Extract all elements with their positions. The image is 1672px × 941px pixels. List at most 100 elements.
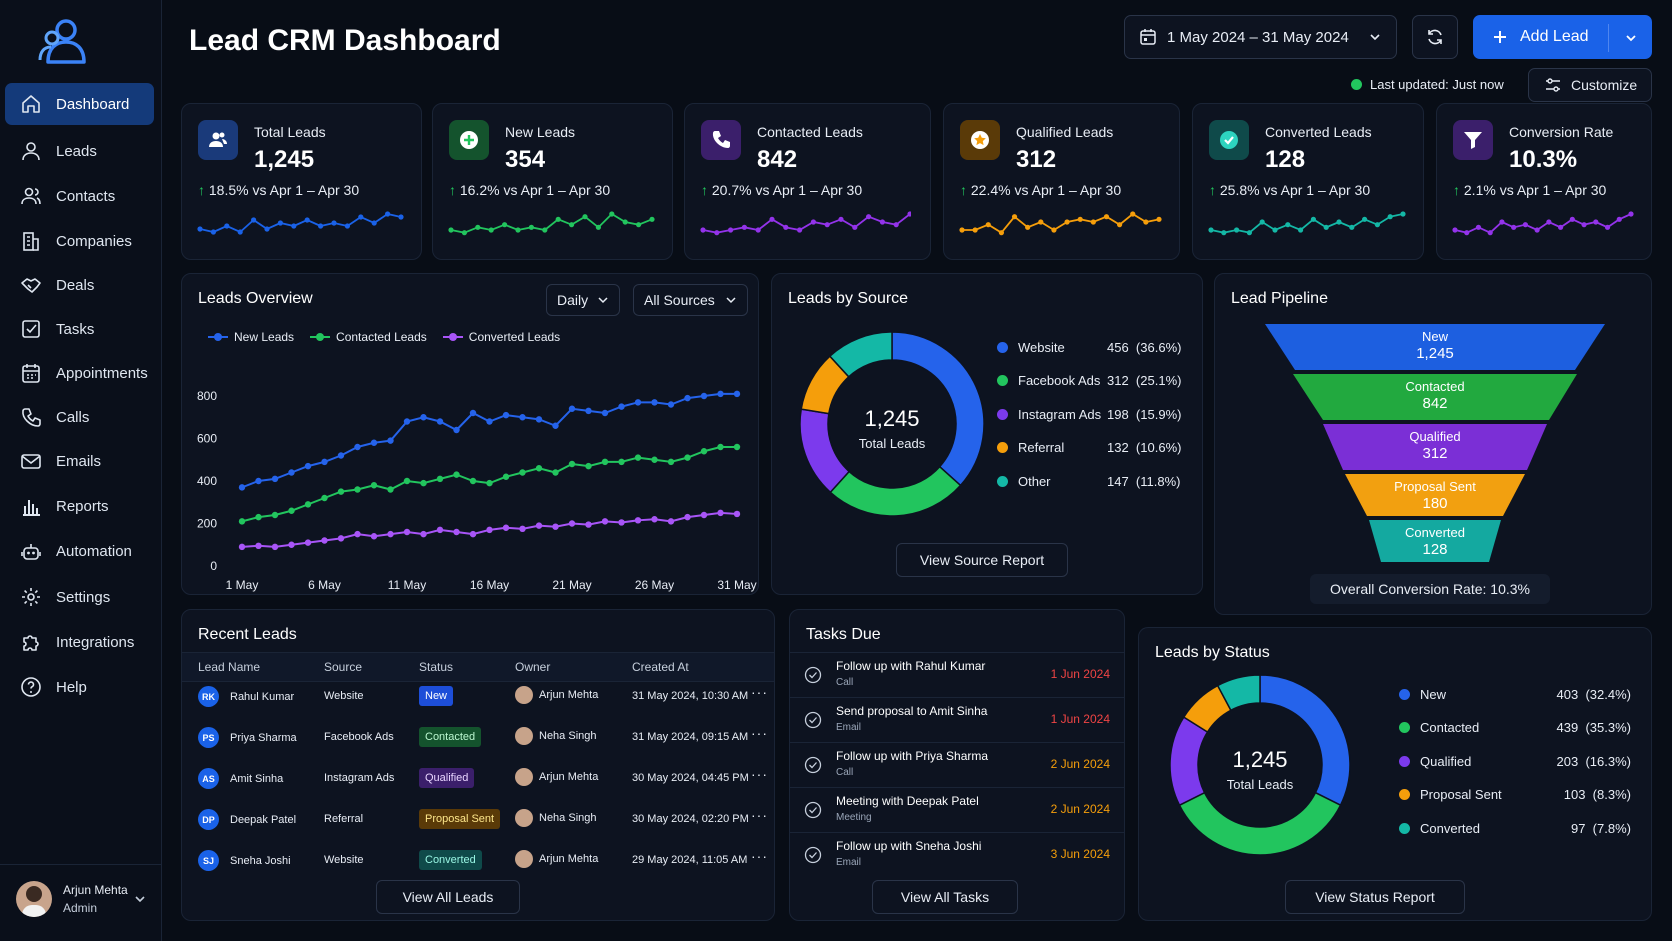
donut-center-value: 1,245 <box>864 406 919 431</box>
user-profile[interactable]: Arjun Mehta Admin <box>0 864 162 941</box>
donut-slice[interactable] <box>1169 716 1209 807</box>
sidebar-item-automation[interactable]: Automation <box>5 530 154 572</box>
lead-name[interactable]: Amit Sinha <box>230 772 284 785</box>
more-options-icon[interactable]: ··· <box>751 725 768 741</box>
legend-item[interactable]: Proposal Sent 103 (8.3%) <box>1399 785 1639 805</box>
column-header[interactable]: Lead Name <box>198 660 261 674</box>
table-row[interactable]: AS Amit Sinha Instagram Ads Qualified Arjun … <box>182 758 774 799</box>
legend-item[interactable]: Website 456 (36.6%) <box>997 337 1181 357</box>
chevron-down-icon[interactable] <box>134 893 146 905</box>
legend-item[interactable]: Referral 132 (10.6%) <box>997 438 1181 458</box>
donut-slice[interactable] <box>829 465 962 517</box>
add-lead-button[interactable]: Add Lead <box>1473 15 1652 59</box>
chevron-down-icon[interactable] <box>1624 31 1638 45</box>
more-options-icon[interactable]: ··· <box>751 807 768 823</box>
stat-card-new-leads[interactable]: New Leads 354 ↑ 16.2% vs Apr 1 – Apr 30 <box>432 103 673 260</box>
legend-item[interactable]: Other 147 (11.8%) <box>997 471 1181 491</box>
check-circle-icon[interactable] <box>804 756 822 774</box>
task-item[interactable]: Follow up with Rahul Kumar Call 1 Jun 2024 <box>790 652 1124 696</box>
table-row[interactable]: PS Priya Sharma Facebook Ads Contacted Neha … <box>182 717 774 758</box>
sources-dropdown[interactable]: All Sources <box>633 284 748 316</box>
sidebar-item-appointments[interactable]: Appointments <box>5 352 154 394</box>
lead-name[interactable]: Rahul Kumar <box>230 690 295 703</box>
funnel-stage-value: 842 <box>1422 395 1448 412</box>
legend-item[interactable]: Qualified 203 (16.3%) <box>1399 751 1639 771</box>
task-item[interactable]: Follow up with Sneha Joshi Email 3 Jun 202… <box>790 832 1124 876</box>
view-all-tasks-button[interactable]: View All Tasks <box>872 880 1018 914</box>
stat-card-conversion-rate[interactable]: Conversion Rate 10.3% ↑ 2.1% vs Apr 1 – Ap… <box>1436 103 1652 260</box>
sidebar-item-integrations[interactable]: Integrations <box>5 621 154 663</box>
owner-avatar <box>515 686 533 704</box>
stat-card-contacted-leads[interactable]: Contacted Leads 842 ↑ 20.7% vs Apr 1 – Apr… <box>684 103 931 260</box>
view-status-report-button[interactable]: View Status Report <box>1285 880 1465 914</box>
more-options-icon[interactable]: ··· <box>751 766 768 782</box>
customize-button[interactable]: Customize <box>1528 68 1652 102</box>
sparkline-point <box>515 227 521 233</box>
sparkline-point <box>1628 211 1634 217</box>
legend-item[interactable]: New 403 (32.4%) <box>1399 684 1639 704</box>
legend-item[interactable]: Facebook Ads 312 (25.1%) <box>997 371 1181 391</box>
data-point <box>667 401 675 408</box>
sidebar-item-settings[interactable]: Settings <box>5 576 154 618</box>
legend-item[interactable]: Converted 97 (7.8%) <box>1399 818 1639 838</box>
sparkline-point <box>714 230 720 236</box>
x-tick-label: 1 May <box>226 578 259 592</box>
donut-slice[interactable] <box>799 408 851 494</box>
table-row[interactable]: SJ Sneha Joshi Website Converted Arjun Mehta… <box>182 840 774 881</box>
stat-card-converted-leads[interactable]: Converted Leads 128 ↑ 25.8% vs Apr 1 – Apr… <box>1192 103 1424 260</box>
funnel-stage-new[interactable] <box>1265 324 1605 370</box>
sidebar-item-contacts[interactable]: Contacts <box>5 175 154 217</box>
task-item[interactable]: Follow up with Priya Sharma Call 2 Jun 202… <box>790 742 1124 786</box>
check-circle-icon[interactable] <box>804 666 822 684</box>
funnel-stage-qualified[interactable] <box>1323 424 1547 470</box>
sidebar-item-deals[interactable]: Deals <box>5 264 154 306</box>
refresh-button[interactable] <box>1412 15 1458 59</box>
column-header[interactable]: Created At <box>632 660 689 674</box>
legend-item[interactable]: Contacted Leads <box>310 330 427 344</box>
donut-slice[interactable] <box>828 331 893 378</box>
sidebar-item-dashboard[interactable]: Dashboard <box>5 83 154 125</box>
check-circle-icon[interactable] <box>804 846 822 864</box>
funnel-stage-converted[interactable] <box>1369 520 1501 562</box>
sparkline-point <box>582 214 588 220</box>
sidebar-item-leads[interactable]: Leads <box>5 130 154 172</box>
sidebar-item-help[interactable]: Help <box>5 666 154 708</box>
sidebar-item-tasks[interactable]: Tasks <box>5 308 154 350</box>
column-header[interactable]: Source <box>324 660 363 674</box>
check-circle-icon[interactable] <box>804 801 822 819</box>
view-source-report-button[interactable]: View Source Report <box>896 543 1068 577</box>
column-header[interactable]: Owner <box>515 660 551 674</box>
table-row[interactable]: DP Deepak Patel Referral Proposal Sent Neha … <box>182 799 774 840</box>
date-range-picker[interactable]: 1 May 2024 – 31 May 2024 <box>1124 15 1397 59</box>
view-all-leads-button[interactable]: View All Leads <box>376 880 520 914</box>
lead-name[interactable]: Sneha Joshi <box>230 854 291 867</box>
sidebar-item-emails[interactable]: Emails <box>5 440 154 482</box>
check-circle-icon[interactable] <box>804 711 822 729</box>
lead-name[interactable]: Deepak Patel <box>230 813 297 826</box>
sidebar-item-calls[interactable]: Calls <box>5 396 154 438</box>
column-header[interactable]: Status <box>419 660 454 674</box>
sidebar-item-companies[interactable]: Companies <box>5 220 154 262</box>
donut-slice[interactable] <box>1178 791 1342 856</box>
task-item[interactable]: Send proposal to Amit Sinha Email 1 Jun 20… <box>790 697 1124 741</box>
more-options-icon[interactable]: ··· <box>751 684 768 700</box>
sparkline-point <box>985 222 991 228</box>
legend-item[interactable]: Instagram Ads 198 (15.9%) <box>997 404 1181 424</box>
legend-item[interactable]: Converted Leads <box>442 330 560 344</box>
legend-item[interactable]: Contacted 439 (35.3%) <box>1399 718 1639 738</box>
period-dropdown[interactable]: Daily <box>546 284 620 316</box>
stat-card-qualified-leads[interactable]: Qualified Leads 312 ↑ 22.4% vs Apr 1 – Apr… <box>943 103 1180 260</box>
sparkline-point <box>210 229 216 235</box>
lead-name[interactable]: Priya Sharma <box>230 731 297 744</box>
more-options-icon[interactable]: ··· <box>751 848 768 864</box>
arrow-up-icon: ↑ <box>449 182 456 198</box>
funnel-stage-proposal-sent[interactable] <box>1345 474 1525 516</box>
funnel-stage-contacted[interactable] <box>1293 374 1577 420</box>
legend-item[interactable]: New Leads <box>208 330 294 344</box>
table-row[interactable]: RK Rahul Kumar Website New Arjun Mehta 31 May… <box>182 676 774 717</box>
task-item[interactable]: Meeting with Deepak Patel Meeting 2 Jun 20… <box>790 787 1124 831</box>
donut-slice[interactable] <box>1216 674 1261 712</box>
lead-source: Instagram Ads <box>324 772 395 784</box>
sidebar-item-reports[interactable]: Reports <box>5 485 154 527</box>
stat-card-total-leads[interactable]: Total Leads 1,245 ↑ 18.5% vs Apr 1 – Apr 3… <box>181 103 422 260</box>
